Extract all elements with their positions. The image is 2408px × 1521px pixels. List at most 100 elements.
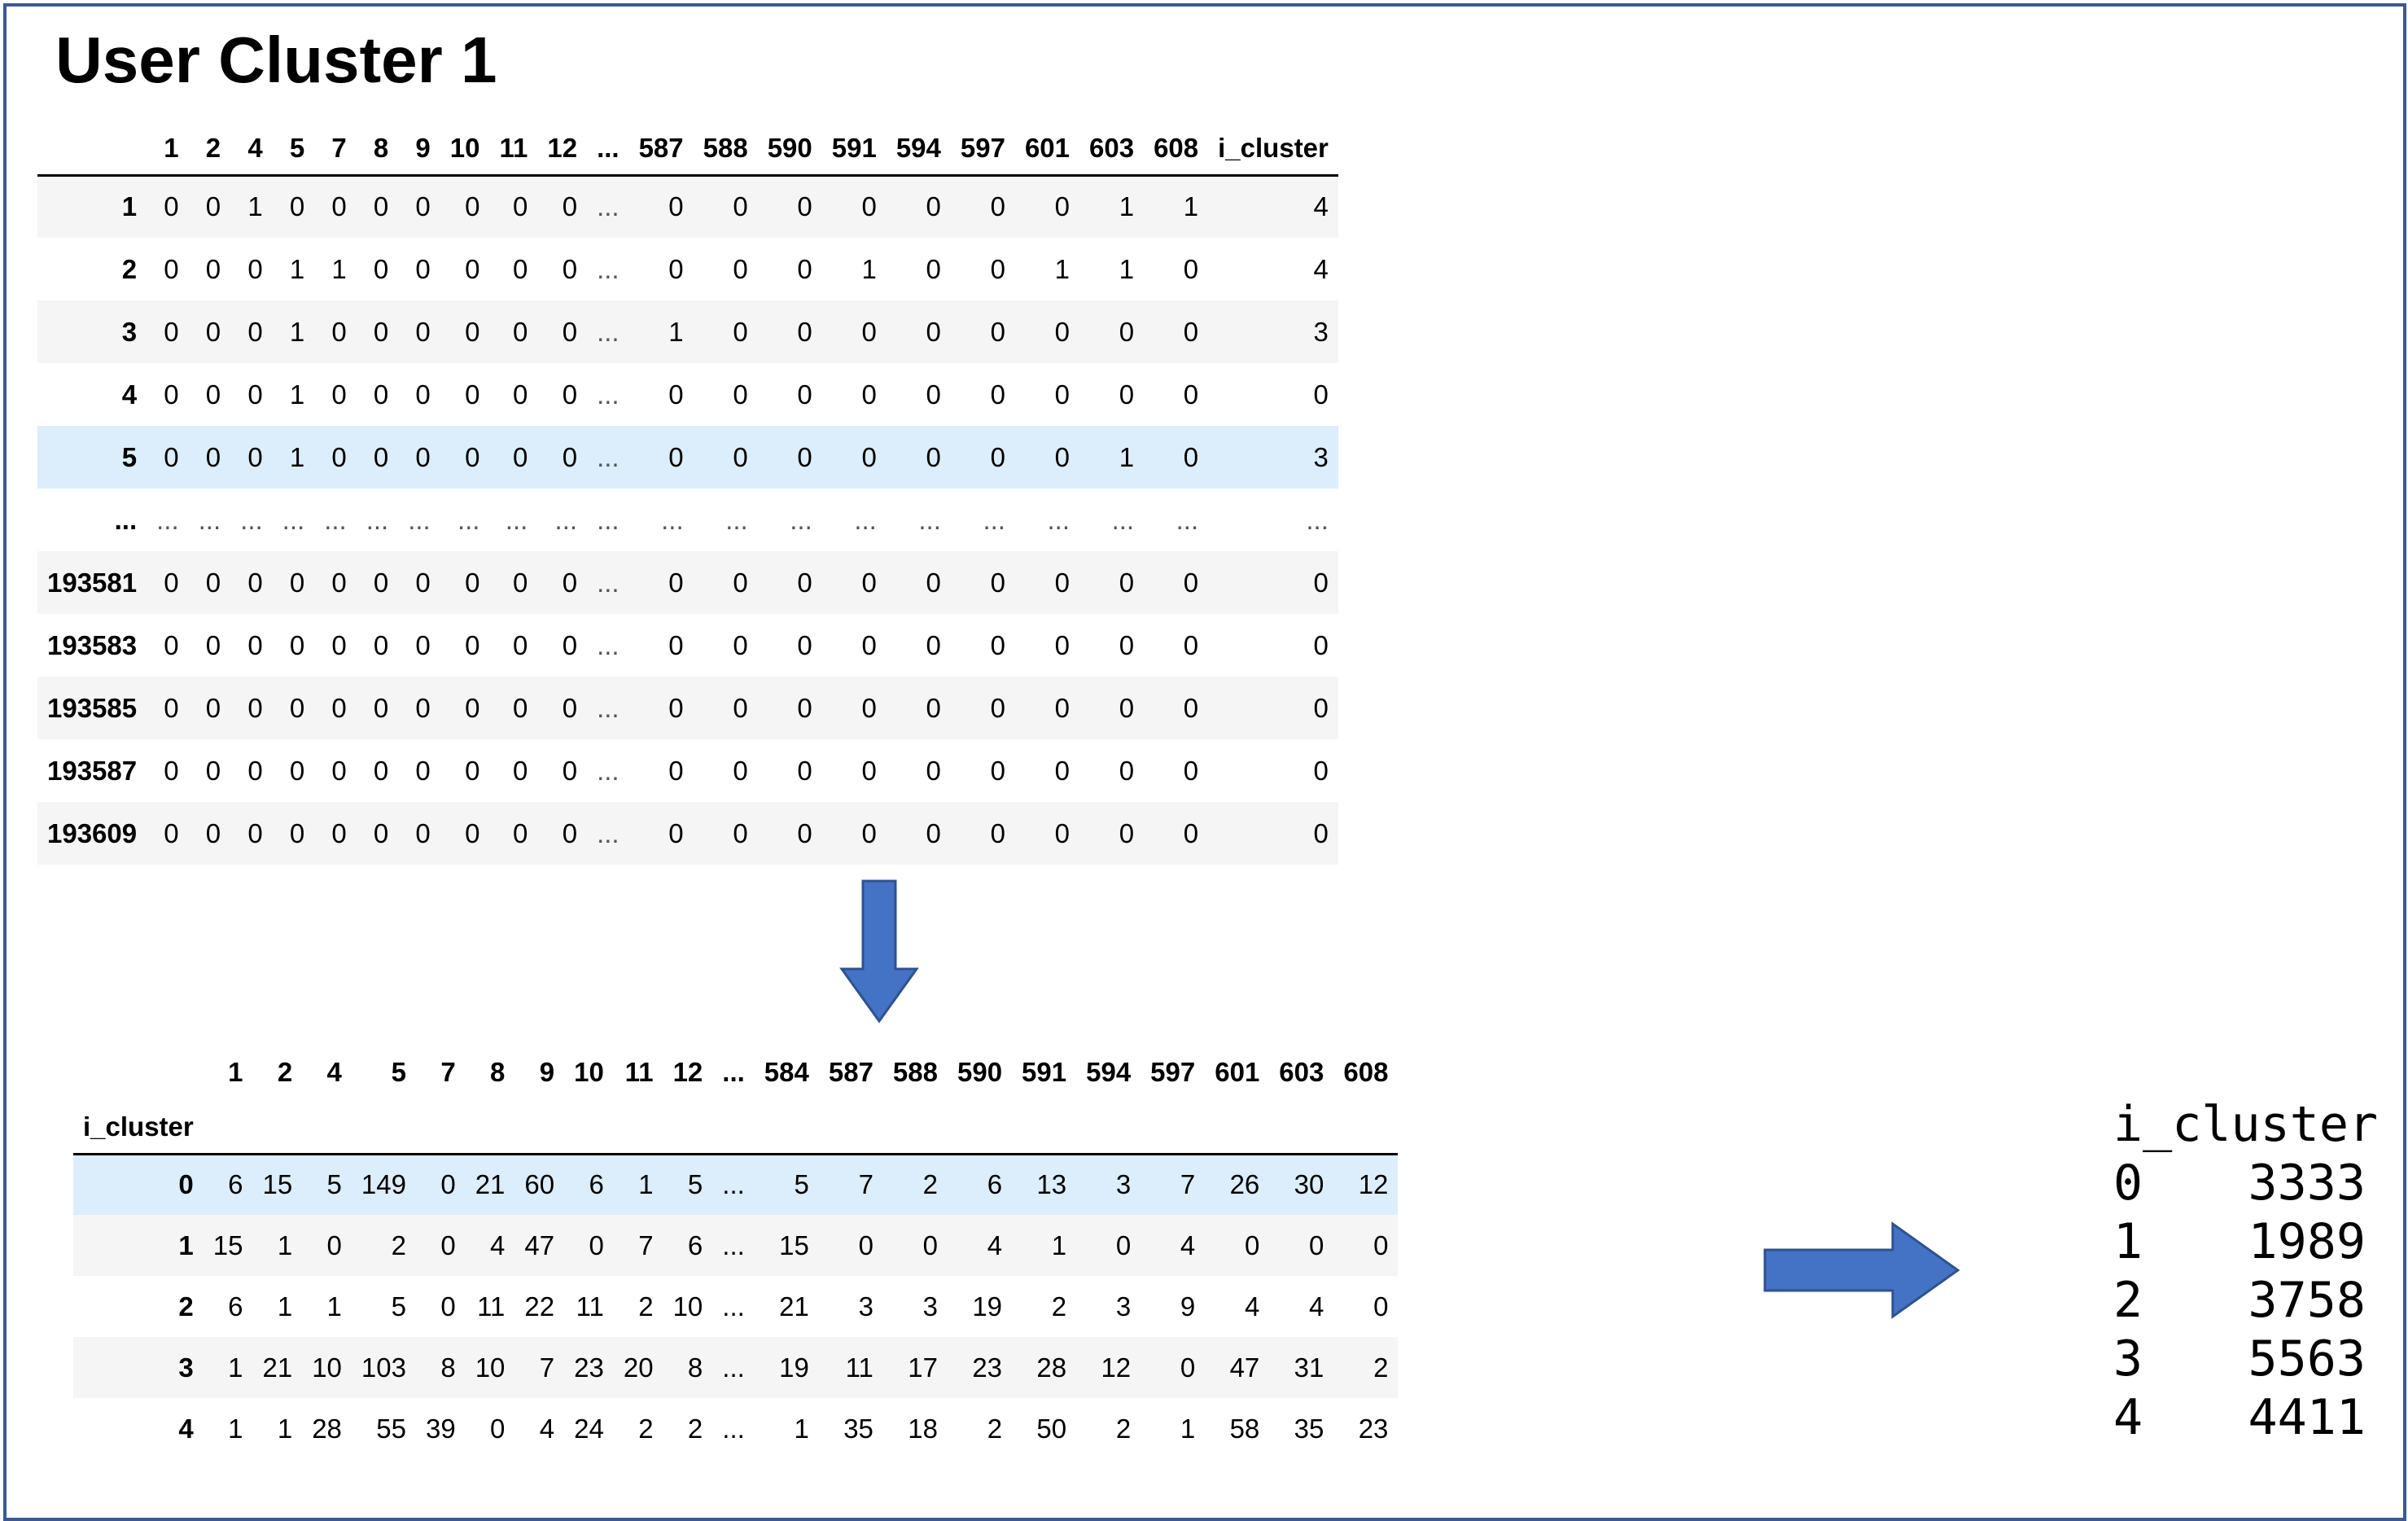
series-value: 5563 [2248,1330,2366,1387]
table-cell: 0 [1183,253,1199,284]
table-cell: ... [408,504,431,535]
table-cell: 0 [164,755,179,786]
table-cell: 1 [668,316,684,347]
table-cell: 0 [990,441,1005,472]
column-header: 597 [1150,1057,1196,1087]
table-cell: 0 [512,441,528,472]
table-cell: 0 [289,817,305,848]
table-cell: 6 [228,1291,243,1322]
table-cell: ... [597,755,620,786]
blank-header-cell [1333,1101,1399,1155]
table-cell: 12 [1101,1352,1132,1383]
index-header-cell [73,1044,204,1101]
table-cell: 0 [668,817,684,848]
table-cell: 0 [797,316,812,347]
table-cell: 0 [205,253,221,284]
table-cell: 0 [164,692,179,723]
row-index: 193583 [47,629,138,660]
table-cell: 0 [926,817,941,848]
table-cell: 0 [289,567,305,598]
table-cell: 5 [687,1169,703,1200]
table-cell: 0 [373,817,389,848]
column-header: 1 [228,1057,243,1087]
column-header: 588 [693,122,758,177]
table-cell: 0 [465,692,480,723]
table-cell: 1 [289,379,305,410]
table-cell: 0 [1313,567,1329,598]
column-header: 9 [398,122,440,177]
blank-header-cell [465,1101,515,1155]
table-cell: 0 [331,817,347,848]
table-cell: 18 [908,1413,938,1444]
table-cell: 12 [1358,1169,1389,1200]
table-cell: 0 [205,755,221,786]
blank-header-cell [1205,1101,1270,1155]
table-cell: ... [597,379,620,410]
table-cell: 7 [539,1352,555,1383]
table-cell: 0 [1313,379,1329,410]
column-header: 1 [147,122,189,177]
table-cell: ... [554,504,578,535]
table-cell: 0 [922,1230,938,1260]
table-cell: 0 [373,191,389,222]
table-cell: 0 [1054,316,1070,347]
table-cell: ... [597,629,620,660]
table-cell: 0 [373,567,389,598]
table-cell: 0 [1054,379,1070,410]
table-cell: 4 [1180,1230,1196,1260]
table-cell: 0 [373,629,389,660]
table-cell: 0 [797,817,812,848]
table-cell: 39 [425,1413,456,1444]
table-cell: 3 [1313,441,1329,472]
table-cell: 4 [490,1230,506,1260]
index-name: i_cluster [73,1101,204,1155]
table-cell: 0 [733,379,748,410]
series-name: i_cluster [2113,1096,2379,1153]
column-header: 591 [821,122,887,177]
cluster-aggregate-table: 1 2 4 5 7 8 9 10 11 12... 584 587 588 590 591 594 597 601… [73,1044,1399,1459]
series-row: 2 3758 [2113,1271,2378,1330]
row-index: 2 [121,253,138,284]
table-cell: 1 [638,1169,654,1200]
table-cell: ... [366,504,389,535]
table-cell: 0 [861,629,877,660]
series-value: 1989 [2248,1213,2366,1270]
table-cell: 30 [1294,1169,1324,1200]
table-cell: 4 [1244,1291,1260,1322]
table-cell: ... [505,504,528,535]
cluster-counts-series: i_cluster 0 3333 1 1989 2 3758 3 5563 4 4411 [2113,1095,2378,1447]
blank-header-cell [351,1101,416,1155]
table-cell: 0 [415,379,431,410]
table-cell: 0 [861,379,877,410]
table-cell: 23 [574,1352,604,1383]
table-cell: 1 [331,253,347,284]
table-cell: ... [722,1291,745,1322]
table-cell: 103 [361,1352,406,1383]
table-cell: 0 [1183,692,1199,723]
table-cell: 0 [247,755,263,786]
column-header: 601 [1215,1057,1260,1087]
table-cell: 0 [512,692,528,723]
table-cell: 0 [331,441,347,472]
table-cell: 0 [861,441,877,472]
table-cell: 0 [512,253,528,284]
table-cell: 0 [733,567,748,598]
table-cell: 0 [164,629,179,660]
table-row: 193587 0 0 0 0 0 0 0 0 0 0... 0 0 0 0 0 0 0 0 0 0 [37,739,1338,802]
table-cell: ... [722,1169,745,1200]
table-cell: 0 [164,191,179,222]
table-cell: 0 [733,629,748,660]
table-row: ........................................… [37,489,1338,551]
table-row: 3 0 0 0 1 0 0 0 0 0 0... 1 0 0 0 0 0 0 0 0 3 [37,300,1338,363]
table-cell: ... [457,504,480,535]
series-index: 3 [2113,1330,2143,1387]
table-cell: 0 [990,817,1005,848]
column-header: 7 [440,1057,456,1087]
table-cell: 0 [1373,1230,1389,1260]
table-cell: ... [597,441,620,472]
table-cell: 3 [1313,316,1329,347]
column-header: 601 [1014,122,1080,177]
table-cell: ... [597,692,620,723]
page-title: User Cluster 1 [55,24,497,96]
table-cell: 0 [373,692,389,723]
